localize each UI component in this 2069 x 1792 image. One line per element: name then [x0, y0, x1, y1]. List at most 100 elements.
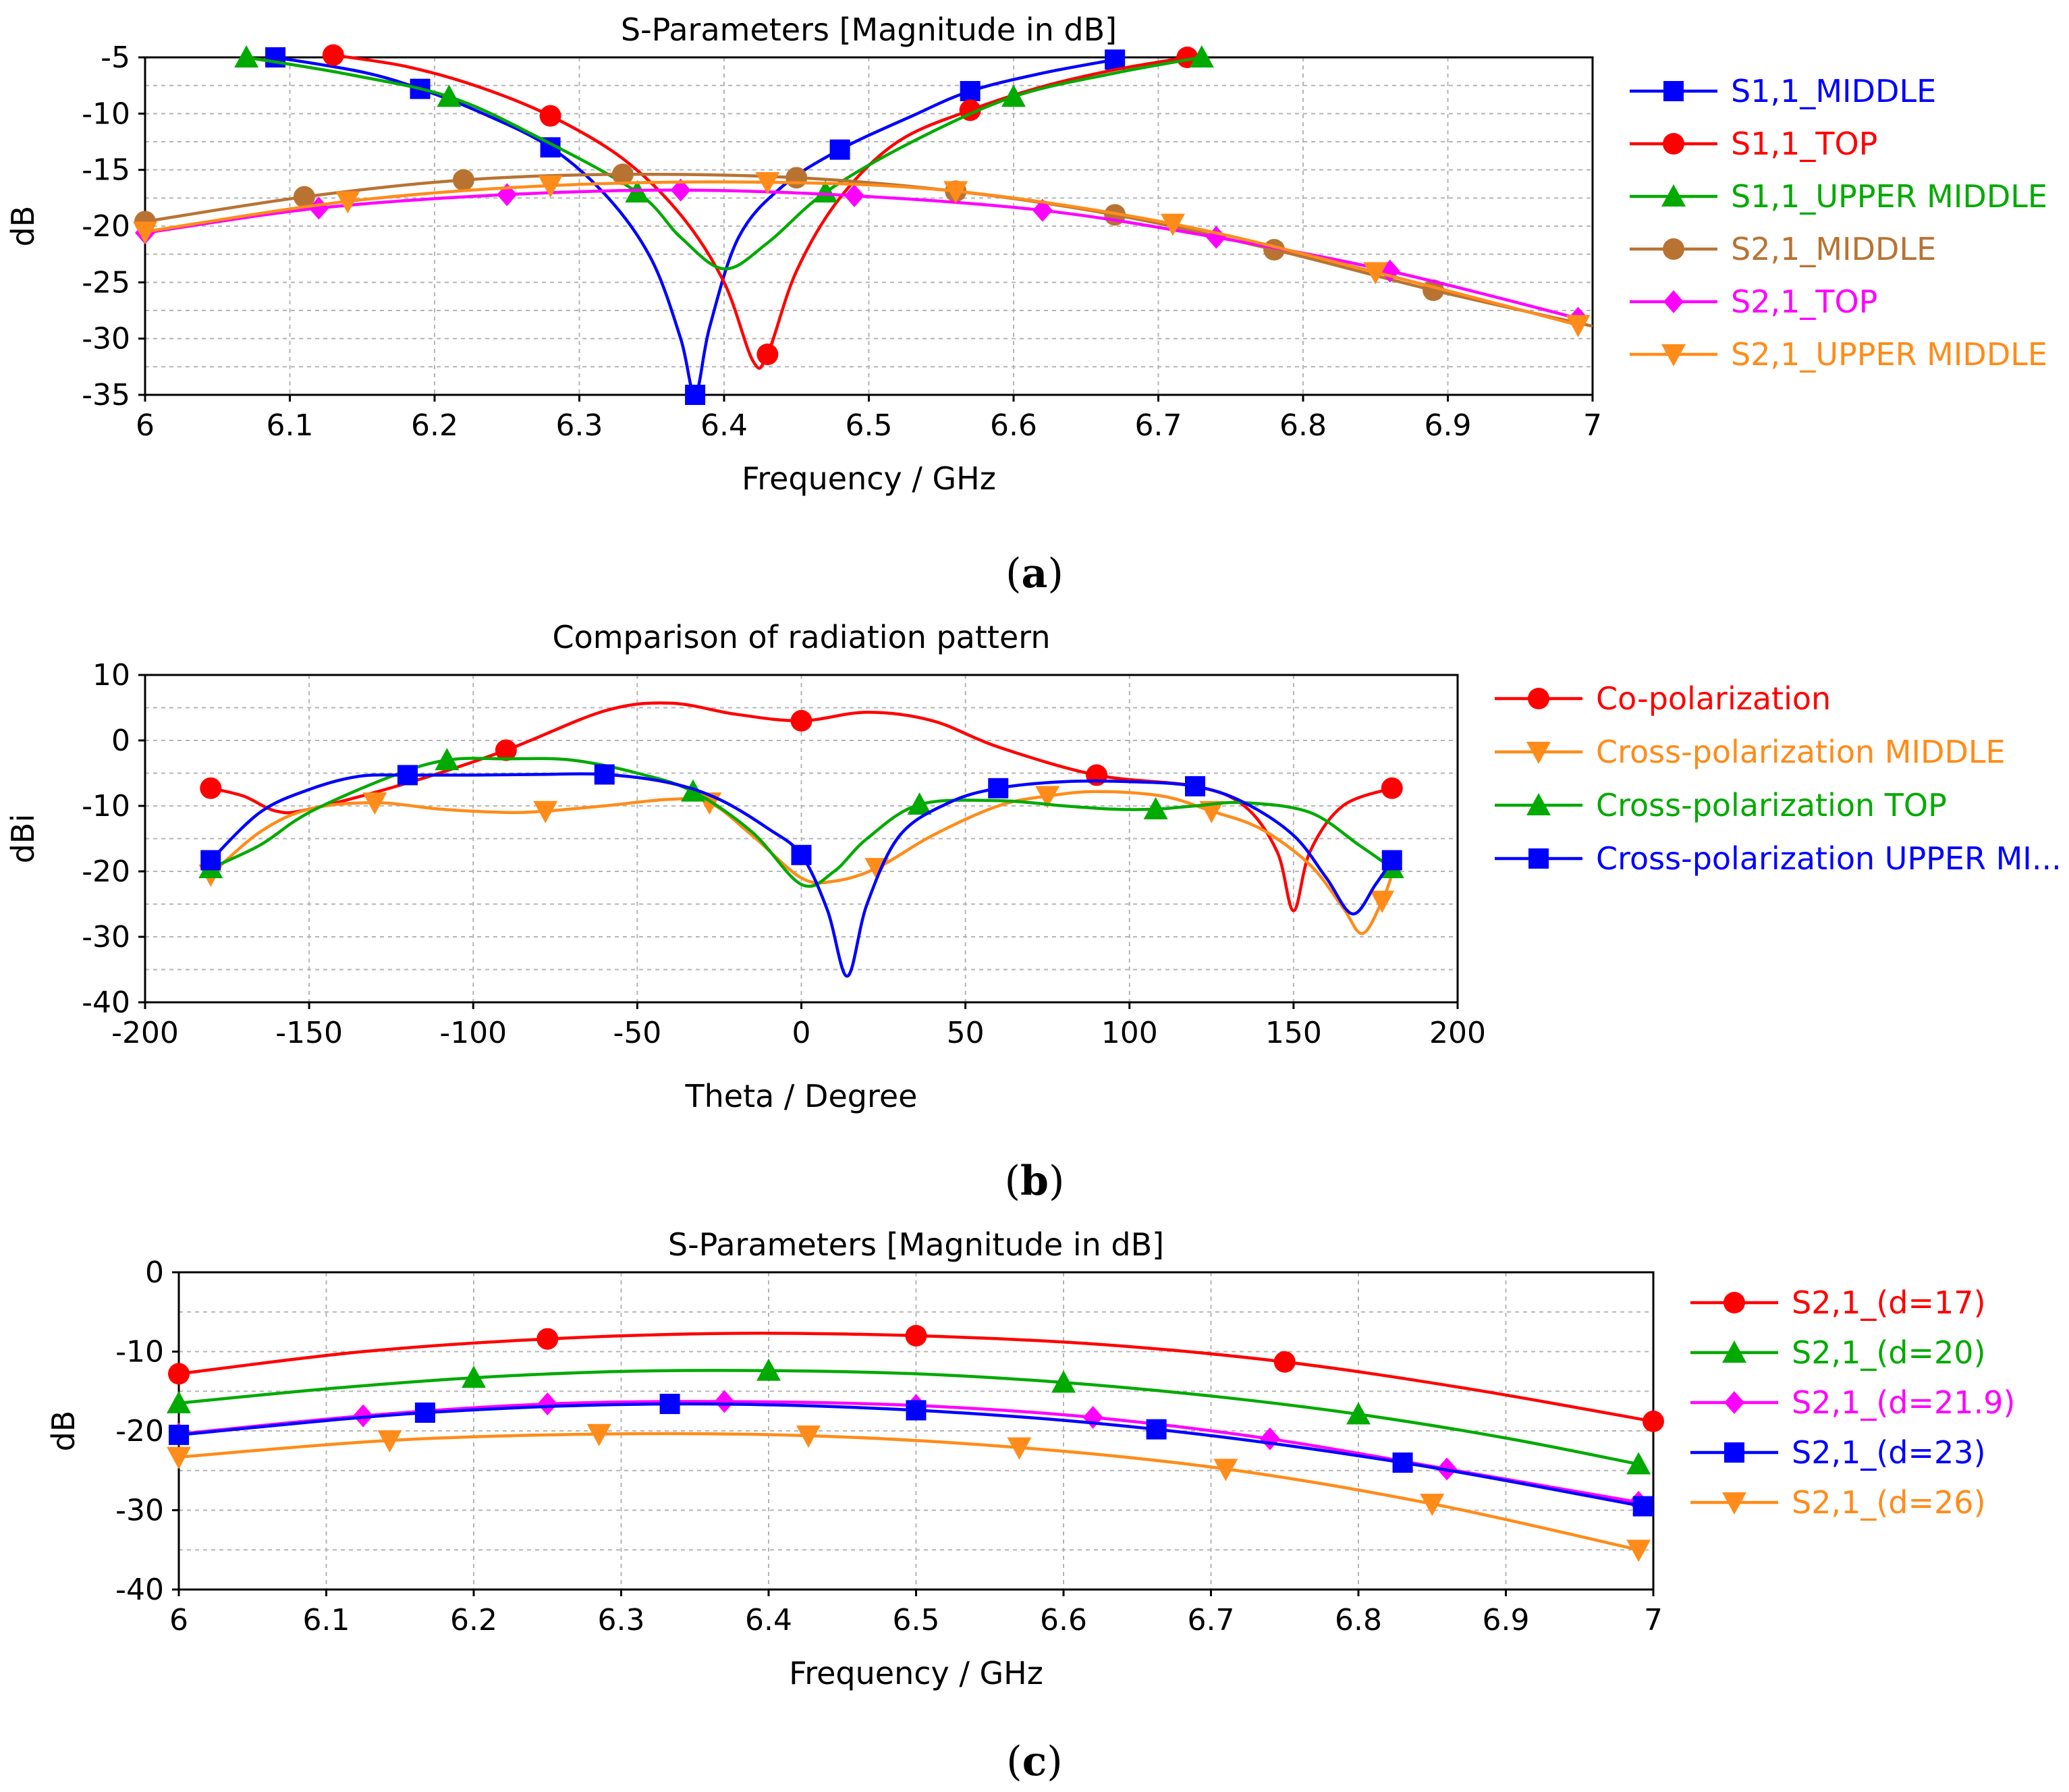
- legend-item-s2-1-d-23: S2,1_(d=23): [1690, 1434, 1986, 1471]
- data-point: [353, 1404, 374, 1428]
- x-tick-label: 6.5: [893, 1603, 940, 1637]
- x-tick-label: -100: [439, 1016, 507, 1050]
- caption-close: ): [1047, 550, 1063, 597]
- legend-swatch-marker: [1526, 742, 1551, 764]
- data-point: [659, 1394, 680, 1415]
- y-tick-label: -40: [115, 1573, 164, 1607]
- x-tick-label: 6.2: [450, 1603, 497, 1637]
- x-tick-label: 6.7: [1188, 1603, 1235, 1637]
- series-line: [145, 180, 1579, 327]
- legend-swatch-marker: [1724, 1391, 1744, 1414]
- chart-title: Comparison of radiation pattern: [552, 619, 1050, 655]
- chart-b: -200 -150 -100 -50 0 50 100 150 200100-10-20-30-…: [5, 619, 2062, 1205]
- data-point: [1632, 1496, 1653, 1517]
- legend-swatch-marker: [1661, 184, 1686, 207]
- data-point: [437, 84, 462, 107]
- data-point: [943, 181, 968, 204]
- grid: [145, 675, 1458, 1002]
- legend-item-s2-1-d-21-9: S2,1_(d=21.9): [1690, 1384, 2015, 1421]
- x-tick-label: 7: [1644, 1603, 1663, 1637]
- legend-label: Co-polarization: [1596, 680, 1831, 717]
- data-point: [1626, 1452, 1651, 1475]
- caption-open: (: [1005, 550, 1021, 597]
- series-s2-1-d-26: [167, 1423, 1651, 1563]
- data-point: [168, 1363, 190, 1385]
- legend-item-s1-1-middle: S1,1_MIDDLE: [1630, 73, 1936, 109]
- chart-title: S-Parameters [Magnitude in dB]: [668, 1226, 1164, 1263]
- legend-label: S2,1_(d=26): [1792, 1484, 1986, 1521]
- x-axis-label: Frequency / GHz: [789, 1655, 1043, 1691]
- data-point: [1199, 800, 1224, 823]
- caption-letter: b: [1020, 1158, 1049, 1205]
- data-point: [414, 1402, 435, 1423]
- data-point: [685, 385, 706, 405]
- data-point: [362, 792, 387, 815]
- legend-label: S2,1_(d=17): [1792, 1284, 1986, 1321]
- data-point: [537, 1392, 558, 1416]
- caption-letter: a: [1022, 550, 1048, 597]
- legend-swatch-marker: [1528, 848, 1549, 869]
- legend-label: Cross-polarization MIDDLE: [1596, 734, 2006, 770]
- y-tick-label: -10: [115, 1335, 164, 1369]
- data-point: [234, 45, 259, 67]
- caption-letter: c: [1022, 1738, 1047, 1785]
- legend-label: S2,1_(d=23): [1792, 1434, 1986, 1471]
- chart-c: 6 6.1 6.2 6.3 6.4 6.5 6.6 6.7 6.8 6.9 7 0 -10 -20 -30 -…: [45, 1226, 2015, 1785]
- y-tick-label: -40: [82, 985, 130, 1020]
- legend-swatch-marker: [1528, 688, 1549, 709]
- data-point: [322, 44, 344, 66]
- x-tick-label: 6.7: [1135, 408, 1182, 443]
- data-point: [1146, 1419, 1167, 1440]
- data-point: [791, 844, 812, 865]
- y-tick-label: 0: [145, 1255, 164, 1290]
- series-line: [209, 790, 1394, 935]
- legend-label: S2,1_(d=21.9): [1792, 1384, 2015, 1421]
- data-point: [377, 1430, 402, 1453]
- y-tick-label: -20: [82, 854, 130, 889]
- legend-swatch-marker: [1663, 238, 1684, 260]
- data-point: [1086, 764, 1108, 786]
- x-tick-label: 150: [1265, 1016, 1322, 1050]
- y-tick-label: -30: [82, 322, 130, 356]
- data-point: [397, 765, 418, 786]
- legend-item-s2-1-middle: S2,1_MIDDLE: [1630, 231, 1936, 267]
- data-point: [796, 1426, 821, 1448]
- x-tick-label: 6.1: [267, 408, 314, 443]
- data-point: [1001, 84, 1026, 107]
- data-point: [813, 180, 838, 202]
- chart-title: S-Parameters [Magnitude in dB]: [621, 11, 1117, 48]
- x-tick-label: -50: [613, 1016, 661, 1050]
- series-s1-1-upper-middle: [234, 45, 1214, 271]
- legend-swatch-marker: [1663, 290, 1684, 313]
- series-line: [209, 772, 1394, 978]
- legend-swatch-marker: [1661, 344, 1686, 366]
- legend-item-s2-1-d-20: S2,1_(d=20): [1690, 1334, 1986, 1371]
- data-point: [462, 1365, 486, 1388]
- data-point: [790, 709, 812, 732]
- data-point: [200, 850, 221, 871]
- series-line: [145, 172, 1593, 328]
- data-point: [1007, 1437, 1032, 1460]
- y-tick-label: -35: [82, 378, 130, 412]
- legend-swatch-marker: [1663, 133, 1684, 155]
- data-point: [538, 175, 563, 198]
- data-point: [1346, 1402, 1371, 1425]
- data-point: [785, 167, 808, 189]
- data-point: [293, 186, 315, 208]
- series-s2-1-d-17: [168, 1325, 1664, 1432]
- caption-close: ): [1047, 1738, 1062, 1785]
- y-tick-label: -30: [115, 1494, 164, 1528]
- legend-label: S2,1_TOP: [1731, 283, 1877, 320]
- legend-item-cross-polarization-middle: Cross-polarization MIDDLE: [1495, 734, 2006, 770]
- x-axis-label: Frequency / GHz: [742, 460, 996, 497]
- y-tick-label: -10: [82, 97, 130, 131]
- data-point: [167, 1390, 191, 1413]
- chart-a: 6 6.1 6.2 6.3 6.4 6.5 6.6 6.7 6.8 6.9 7 -5 -10 -15 -20…: [5, 11, 2047, 597]
- legend-swatch-marker: [1723, 1292, 1745, 1313]
- series-line: [333, 53, 1188, 370]
- x-tick-label: 6: [169, 1603, 188, 1637]
- data-point: [452, 169, 474, 191]
- y-tick-label: -10: [82, 789, 130, 823]
- series-line: [179, 1432, 1639, 1552]
- data-point: [1105, 49, 1126, 70]
